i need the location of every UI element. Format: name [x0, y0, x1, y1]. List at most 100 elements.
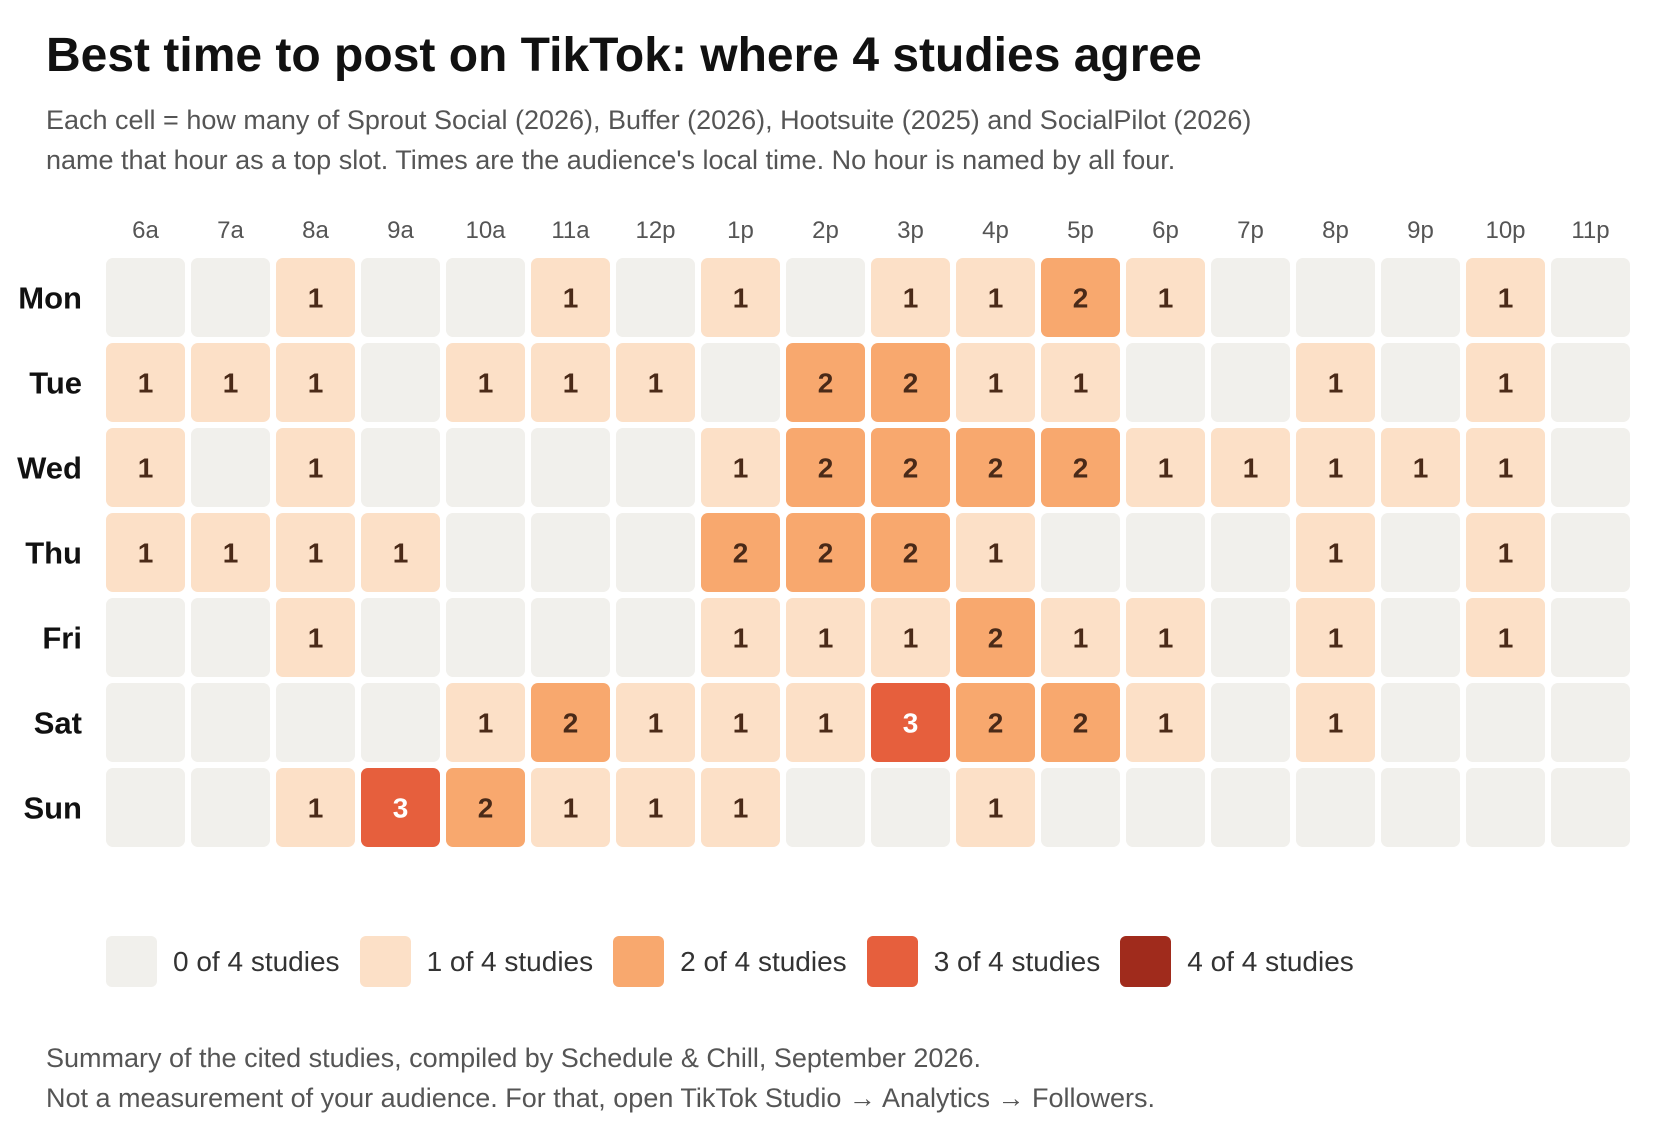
- heatmap-cell: [191, 343, 270, 422]
- heatmap-cell: [1211, 683, 1290, 762]
- cell-value-label: 1: [1158, 453, 1174, 484]
- heatmap-cell: [106, 768, 185, 847]
- x-tick-label: 8p: [1322, 217, 1349, 244]
- heatmap-cell: [1041, 598, 1120, 677]
- heatmap-cell: [361, 513, 440, 592]
- cell-value-label: 1: [308, 283, 324, 314]
- cell-value-label: 1: [818, 708, 834, 739]
- legend-swatch-2: [613, 936, 665, 987]
- heatmap-cell: [276, 513, 355, 592]
- heatmap-cell: [446, 768, 525, 847]
- heatmap-cell: [1126, 683, 1205, 762]
- cell-value-label: 1: [648, 793, 664, 824]
- legend-item-4: 4 of 4 studies: [1120, 936, 1354, 987]
- cell-value-label: 1: [988, 283, 1004, 314]
- heatmap-cell: [1041, 428, 1120, 507]
- heatmap-cell: [1466, 768, 1545, 847]
- heatmap-cell: [276, 683, 355, 762]
- legend-item-1: 1 of 4 studies: [359, 936, 593, 987]
- heatmap-cell: [701, 768, 780, 847]
- cell-value-label: 1: [308, 368, 324, 399]
- heatmap-cell: [1466, 258, 1545, 337]
- heatmap-cell: [531, 513, 610, 592]
- heatmap-cell: [956, 768, 1035, 847]
- heatmap-cell: [616, 768, 695, 847]
- heatmap-cell: [786, 428, 865, 507]
- heatmap-cell: [956, 343, 1035, 422]
- heatmap-cell: [531, 683, 610, 762]
- heatmap-cell: [956, 598, 1035, 677]
- heatmap-cell: [191, 683, 270, 762]
- cell-value-label: 1: [988, 538, 1004, 569]
- cell-value-label: 1: [223, 538, 239, 569]
- legend-item-2: 2 of 4 studies: [613, 936, 847, 987]
- cell-value-label: 2: [903, 538, 919, 569]
- heatmap-cell: [106, 513, 185, 592]
- heatmap-chart: 6a 7a 8a 9a 10a 11a 12p 1p 2p 3p 4p 5p 6p 7p 8p 9p 10p 11…: [17, 217, 1630, 847]
- subtitle-line-2: name that hour as a top slot. Times are …: [46, 145, 1176, 175]
- heatmap-cell: [701, 513, 780, 592]
- x-tick-label: 8a: [302, 217, 329, 244]
- x-tick-label: 6p: [1152, 217, 1179, 244]
- heatmap-cell: [871, 598, 950, 677]
- heatmap-cell: [1466, 513, 1545, 592]
- cell-value-label: 2: [1073, 283, 1089, 314]
- cell-value-label: 2: [988, 708, 1004, 739]
- y-tick-label: Thu: [25, 536, 82, 571]
- heatmap-cell: [1551, 598, 1630, 677]
- heatmap-cell: [1551, 683, 1630, 762]
- heatmap-cell: [1211, 768, 1290, 847]
- heatmap-cell: [1211, 343, 1290, 422]
- heatmap-cell: [871, 513, 950, 592]
- cell-value-label: 2: [478, 793, 494, 824]
- heatmap-cell: [616, 683, 695, 762]
- heatmap-cell: [1381, 598, 1460, 677]
- heatmap-cell: [1551, 343, 1630, 422]
- heatmap-cell: [1296, 343, 1375, 422]
- legend-swatch-3: [866, 936, 918, 987]
- cell-value-label: 1: [988, 368, 1004, 399]
- legend-label-0: 0 of 4 studies: [173, 945, 340, 977]
- cell-value-label: 1: [648, 368, 664, 399]
- heatmap-cell: [446, 428, 525, 507]
- cell-value-label: 1: [308, 453, 324, 484]
- x-tick-label: 1p: [727, 217, 754, 244]
- cell-value-label: 2: [563, 708, 579, 739]
- heatmap-cell: [1296, 513, 1375, 592]
- heatmap-cell: [701, 258, 780, 337]
- legend-item-0: 0 of 4 studies: [106, 936, 340, 987]
- heatmap-cell: [786, 683, 865, 762]
- heatmap-cell: [276, 343, 355, 422]
- heatmap-cell: [361, 598, 440, 677]
- heatmap-cell: [191, 598, 270, 677]
- heatmap-cell: [786, 513, 865, 592]
- x-tick-label: 3p: [897, 217, 924, 244]
- cell-value-label: 1: [1498, 368, 1514, 399]
- cell-value-label: 1: [308, 538, 324, 569]
- heatmap-cell: [1041, 768, 1120, 847]
- x-tick-label: 10p: [1485, 217, 1525, 244]
- heatmap-cell: [1381, 768, 1460, 847]
- heatmap-cell: [1296, 768, 1375, 847]
- heatmap-cell: [1466, 683, 1545, 762]
- cell-value-label: 1: [1498, 623, 1514, 654]
- heatmap-cell: [361, 258, 440, 337]
- y-tick-label: Wed: [17, 451, 82, 486]
- heatmap-cell: [871, 428, 950, 507]
- heatmap-cell: [446, 258, 525, 337]
- cell-value-label: 1: [308, 623, 324, 654]
- heatmap-cell: [1211, 258, 1290, 337]
- cell-value-label: 1: [1498, 538, 1514, 569]
- cell-value-label: 1: [733, 793, 749, 824]
- heatmap-cell: [276, 598, 355, 677]
- x-tick-label: 10a: [465, 217, 506, 244]
- heatmap-cell: [1296, 598, 1375, 677]
- chart-subtitle: Each cell = how many of Sprout Social (2…: [46, 100, 1446, 180]
- subtitle-line-1: Each cell = how many of Sprout Social (2…: [46, 105, 1252, 135]
- heatmap-cell: [1381, 513, 1460, 592]
- heatmap-cell: [1041, 513, 1120, 592]
- cell-value-label: 1: [903, 283, 919, 314]
- heatmap-cell: [446, 598, 525, 677]
- cell-value-label: 3: [903, 708, 919, 739]
- heatmap-cell: [956, 428, 1035, 507]
